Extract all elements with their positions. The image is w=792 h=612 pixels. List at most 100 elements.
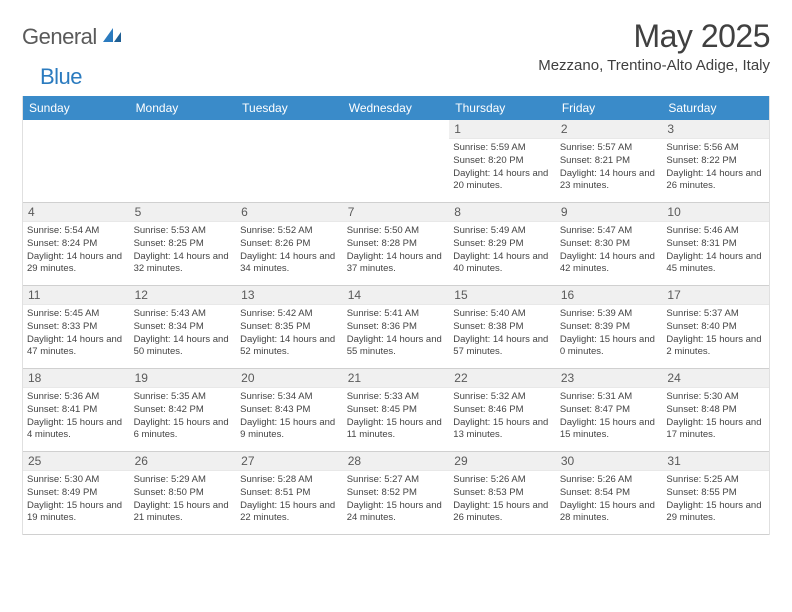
day-details: Sunrise: 5:54 AMSunset: 8:24 PMDaylight:… <box>23 222 130 280</box>
day-cell: 8Sunrise: 5:49 AMSunset: 8:29 PMDaylight… <box>449 203 556 286</box>
day-number: 24 <box>662 369 769 388</box>
day-number: 31 <box>662 452 769 471</box>
day-number: 6 <box>236 203 343 222</box>
day-cell: 26Sunrise: 5:29 AMSunset: 8:50 PMDayligh… <box>130 452 237 535</box>
day-number: 19 <box>130 369 237 388</box>
day-details: Sunrise: 5:30 AMSunset: 8:48 PMDaylight:… <box>662 388 769 446</box>
day-cell: 28Sunrise: 5:27 AMSunset: 8:52 PMDayligh… <box>343 452 450 535</box>
day-details: Sunrise: 5:28 AMSunset: 8:51 PMDaylight:… <box>236 471 343 529</box>
day-details: Sunrise: 5:25 AMSunset: 8:55 PMDaylight:… <box>662 471 769 529</box>
day-number: 2 <box>556 120 663 139</box>
day-number: 22 <box>449 369 556 388</box>
day-details: Sunrise: 5:52 AMSunset: 8:26 PMDaylight:… <box>236 222 343 280</box>
day-details: Sunrise: 5:34 AMSunset: 8:43 PMDaylight:… <box>236 388 343 446</box>
day-cell: 1Sunrise: 5:59 AMSunset: 8:20 PMDaylight… <box>449 120 556 203</box>
day-details: Sunrise: 5:41 AMSunset: 8:36 PMDaylight:… <box>343 305 450 363</box>
day-details: Sunrise: 5:43 AMSunset: 8:34 PMDaylight:… <box>130 305 237 363</box>
day-number: 8 <box>449 203 556 222</box>
day-cell: 25Sunrise: 5:30 AMSunset: 8:49 PMDayligh… <box>23 452 130 535</box>
day-details: Sunrise: 5:29 AMSunset: 8:50 PMDaylight:… <box>130 471 237 529</box>
day-cell: 11Sunrise: 5:45 AMSunset: 8:33 PMDayligh… <box>23 286 130 369</box>
day-details: Sunrise: 5:39 AMSunset: 8:39 PMDaylight:… <box>556 305 663 363</box>
day-number: 20 <box>236 369 343 388</box>
day-details: Sunrise: 5:30 AMSunset: 8:49 PMDaylight:… <box>23 471 130 529</box>
dow-header: Friday <box>556 96 663 120</box>
day-details: Sunrise: 5:26 AMSunset: 8:53 PMDaylight:… <box>449 471 556 529</box>
day-details: Sunrise: 5:40 AMSunset: 8:38 PMDaylight:… <box>449 305 556 363</box>
day-details: Sunrise: 5:32 AMSunset: 8:46 PMDaylight:… <box>449 388 556 446</box>
day-number: 3 <box>662 120 769 139</box>
day-details: Sunrise: 5:59 AMSunset: 8:20 PMDaylight:… <box>449 139 556 197</box>
day-number: 14 <box>343 286 450 305</box>
day-number: 1 <box>449 120 556 139</box>
day-number: 17 <box>662 286 769 305</box>
day-cell: 16Sunrise: 5:39 AMSunset: 8:39 PMDayligh… <box>556 286 663 369</box>
day-cell: 17Sunrise: 5:37 AMSunset: 8:40 PMDayligh… <box>662 286 769 369</box>
logo-sail-icon <box>101 26 123 49</box>
day-details: Sunrise: 5:31 AMSunset: 8:47 PMDaylight:… <box>556 388 663 446</box>
day-cell: 14Sunrise: 5:41 AMSunset: 8:36 PMDayligh… <box>343 286 450 369</box>
day-number: 7 <box>343 203 450 222</box>
logo-word1: General <box>22 24 97 50</box>
day-cell: 24Sunrise: 5:30 AMSunset: 8:48 PMDayligh… <box>662 369 769 452</box>
day-details: Sunrise: 5:57 AMSunset: 8:21 PMDaylight:… <box>556 139 663 197</box>
day-details: Sunrise: 5:42 AMSunset: 8:35 PMDaylight:… <box>236 305 343 363</box>
day-cell: 29Sunrise: 5:26 AMSunset: 8:53 PMDayligh… <box>449 452 556 535</box>
logo: General <box>22 24 125 50</box>
empty-cell <box>343 120 450 203</box>
day-number: 29 <box>449 452 556 471</box>
empty-cell <box>23 120 130 203</box>
dow-header: Monday <box>130 96 237 120</box>
day-details: Sunrise: 5:35 AMSunset: 8:42 PMDaylight:… <box>130 388 237 446</box>
dow-header: Sunday <box>23 96 130 120</box>
day-cell: 13Sunrise: 5:42 AMSunset: 8:35 PMDayligh… <box>236 286 343 369</box>
day-details: Sunrise: 5:27 AMSunset: 8:52 PMDaylight:… <box>343 471 450 529</box>
day-details: Sunrise: 5:53 AMSunset: 8:25 PMDaylight:… <box>130 222 237 280</box>
day-details: Sunrise: 5:50 AMSunset: 8:28 PMDaylight:… <box>343 222 450 280</box>
day-number: 11 <box>23 286 130 305</box>
day-details: Sunrise: 5:56 AMSunset: 8:22 PMDaylight:… <box>662 139 769 197</box>
day-cell: 5Sunrise: 5:53 AMSunset: 8:25 PMDaylight… <box>130 203 237 286</box>
day-number: 21 <box>343 369 450 388</box>
day-number: 9 <box>556 203 663 222</box>
empty-cell <box>236 120 343 203</box>
day-number: 28 <box>343 452 450 471</box>
day-cell: 12Sunrise: 5:43 AMSunset: 8:34 PMDayligh… <box>130 286 237 369</box>
calendar-grid: SundayMondayTuesdayWednesdayThursdayFrid… <box>22 96 770 535</box>
day-number: 5 <box>130 203 237 222</box>
day-cell: 23Sunrise: 5:31 AMSunset: 8:47 PMDayligh… <box>556 369 663 452</box>
day-number: 30 <box>556 452 663 471</box>
dow-header: Wednesday <box>343 96 450 120</box>
day-cell: 2Sunrise: 5:57 AMSunset: 8:21 PMDaylight… <box>556 120 663 203</box>
day-cell: 6Sunrise: 5:52 AMSunset: 8:26 PMDaylight… <box>236 203 343 286</box>
day-number: 13 <box>236 286 343 305</box>
dow-header: Thursday <box>449 96 556 120</box>
day-number: 4 <box>23 203 130 222</box>
empty-cell <box>130 120 237 203</box>
day-number: 26 <box>130 452 237 471</box>
day-cell: 31Sunrise: 5:25 AMSunset: 8:55 PMDayligh… <box>662 452 769 535</box>
day-cell: 4Sunrise: 5:54 AMSunset: 8:24 PMDaylight… <box>23 203 130 286</box>
dow-header: Tuesday <box>236 96 343 120</box>
day-cell: 7Sunrise: 5:50 AMSunset: 8:28 PMDaylight… <box>343 203 450 286</box>
day-number: 27 <box>236 452 343 471</box>
day-cell: 3Sunrise: 5:56 AMSunset: 8:22 PMDaylight… <box>662 120 769 203</box>
location: Mezzano, Trentino-Alto Adige, Italy <box>538 57 770 74</box>
day-number: 12 <box>130 286 237 305</box>
day-details: Sunrise: 5:46 AMSunset: 8:31 PMDaylight:… <box>662 222 769 280</box>
day-number: 18 <box>23 369 130 388</box>
day-cell: 15Sunrise: 5:40 AMSunset: 8:38 PMDayligh… <box>449 286 556 369</box>
month-title: May 2025 <box>538 18 770 55</box>
day-details: Sunrise: 5:33 AMSunset: 8:45 PMDaylight:… <box>343 388 450 446</box>
day-number: 15 <box>449 286 556 305</box>
day-number: 25 <box>23 452 130 471</box>
day-details: Sunrise: 5:26 AMSunset: 8:54 PMDaylight:… <box>556 471 663 529</box>
day-cell: 10Sunrise: 5:46 AMSunset: 8:31 PMDayligh… <box>662 203 769 286</box>
day-details: Sunrise: 5:36 AMSunset: 8:41 PMDaylight:… <box>23 388 130 446</box>
dow-header: Saturday <box>662 96 769 120</box>
logo-word2: Blue <box>40 64 82 90</box>
day-details: Sunrise: 5:49 AMSunset: 8:29 PMDaylight:… <box>449 222 556 280</box>
day-cell: 21Sunrise: 5:33 AMSunset: 8:45 PMDayligh… <box>343 369 450 452</box>
day-cell: 20Sunrise: 5:34 AMSunset: 8:43 PMDayligh… <box>236 369 343 452</box>
day-cell: 18Sunrise: 5:36 AMSunset: 8:41 PMDayligh… <box>23 369 130 452</box>
